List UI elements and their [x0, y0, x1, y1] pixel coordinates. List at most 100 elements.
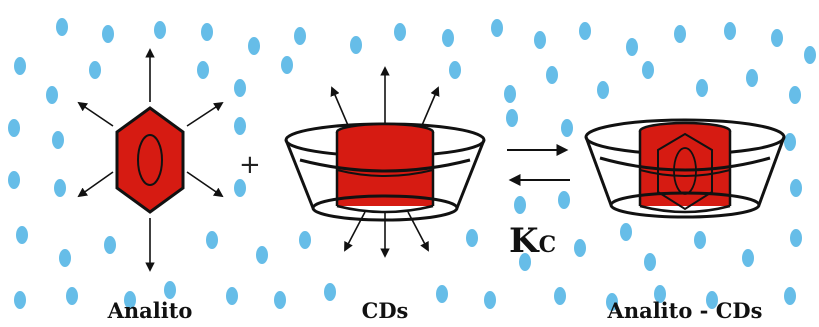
water-molecule-dot: [506, 109, 518, 127]
cyclodextrin-host: [284, 66, 486, 258]
host-front-rim: [299, 158, 471, 173]
water-molecule-dot: [784, 133, 796, 151]
water-molecule-dot: [201, 23, 213, 41]
arrow-upper-left: [77, 101, 114, 127]
arrow-lower-right: [186, 171, 224, 198]
water-molecule-dot: [104, 236, 116, 254]
water-molecule-dot: [281, 56, 293, 74]
plus-sign: +: [239, 150, 261, 180]
water-molecule-dot: [274, 291, 286, 309]
water-molecule-dot: [597, 81, 609, 99]
water-molecule-dot: [504, 85, 516, 103]
water-molecule-dot: [256, 246, 268, 264]
water-molecule-dot: [574, 239, 586, 257]
analyte-label: Analito: [107, 298, 193, 323]
arrow-upper-right: [186, 101, 224, 127]
water-molecule-dot: [771, 29, 783, 47]
water-molecule-dot: [558, 191, 570, 209]
complex-left-wall: [584, 136, 613, 206]
water-molecule-dot: [742, 249, 754, 267]
water-molecule-dot: [324, 283, 336, 301]
water-molecule-dot: [790, 179, 802, 197]
water-molecule-dot: [514, 196, 526, 214]
water-molecule-dot: [197, 61, 209, 79]
water-molecule-dot: [789, 86, 801, 104]
host-label: CDs: [361, 298, 409, 323]
equilibrium-constant-main: K: [509, 221, 539, 261]
water-molecule-dot: [534, 31, 546, 49]
water-molecule-dot: [642, 61, 654, 79]
host-cavity-mid: [336, 169, 434, 177]
water-molecule-dot: [519, 253, 531, 271]
water-molecule-dot: [394, 23, 406, 41]
water-molecule-dot: [706, 291, 718, 309]
water-molecule-dot: [206, 231, 218, 249]
water-molecule-dot: [696, 79, 708, 97]
water-molecule-dot: [46, 86, 58, 104]
water-molecule-dot: [674, 25, 686, 43]
inclusion-complex: [584, 118, 786, 219]
analyte-ring: [137, 134, 163, 186]
water-molecule-dot: [8, 171, 20, 189]
host-arrow-up-right: [419, 86, 440, 131]
equilibrium-arrows-icon: [507, 144, 570, 186]
water-molecule-dot: [54, 179, 66, 197]
complex-bottom-rim: [609, 191, 761, 219]
water-molecule-dot: [52, 131, 64, 149]
analyte-hexagon: [115, 106, 185, 214]
water-molecule-dot: [164, 281, 176, 299]
water-molecule-dot: [654, 285, 666, 303]
host-cavity-bottom: [336, 204, 434, 214]
water-molecule-dot: [784, 287, 796, 305]
water-molecule-dot: [234, 179, 246, 197]
water-molecule-dot: [491, 19, 503, 37]
water-molecule-dot: [694, 231, 706, 249]
water-molecule-dot: [59, 249, 71, 267]
complex-cavity-mid: [639, 169, 731, 177]
water-molecule-dot: [620, 223, 632, 241]
water-molecule-dot: [234, 79, 246, 97]
equilibrium-constant: KC: [509, 224, 556, 258]
water-molecule-dot: [16, 226, 28, 244]
water-molecule-dot: [14, 291, 26, 309]
complex-guest-hexagon: [657, 132, 713, 211]
water-molecule-dot: [8, 119, 20, 137]
water-molecule-dot: [606, 293, 618, 311]
analyte-molecule: [77, 48, 224, 272]
water-molecule-dot: [154, 21, 166, 39]
arrow-lower-left: [77, 171, 114, 198]
water-molecule-dot: [554, 287, 566, 305]
water-molecule-dot: [466, 229, 478, 247]
complex-cavity-bottom: [639, 204, 731, 214]
water-molecule-dot: [294, 27, 306, 45]
water-molecule-dot: [724, 22, 736, 40]
host-arrow-up-left: [330, 86, 351, 131]
complex-label: Analito - CDs: [607, 298, 763, 323]
water-molecule-dot: [804, 46, 816, 64]
water-molecule-dot: [449, 61, 461, 79]
water-molecule-dot: [56, 18, 68, 36]
water-molecule-dot: [436, 285, 448, 303]
water-molecule-dot: [102, 25, 114, 43]
analyte-arrows: [77, 48, 224, 272]
equilibrium-constant-subscript: C: [538, 232, 557, 258]
water-molecule-dot: [561, 119, 573, 137]
water-molecule-dot: [746, 69, 758, 87]
water-molecule-dot: [442, 29, 454, 47]
water-molecule-dot: [14, 57, 26, 75]
water-molecule-dot: [579, 22, 591, 40]
water-molecule-dot: [234, 117, 246, 135]
water-molecule-dot: [248, 37, 260, 55]
water-molecule-dot: [299, 231, 311, 249]
water-molecule-dot: [66, 287, 78, 305]
complex-right-wall: [757, 136, 786, 206]
water-molecule-dot: [790, 229, 802, 247]
water-molecule-dot: [124, 291, 136, 309]
host-left-wall: [284, 139, 315, 209]
host-right-wall: [455, 139, 486, 209]
water-molecule-dot: [226, 287, 238, 305]
water-molecules: [8, 18, 816, 311]
water-molecule-dot: [546, 66, 558, 84]
water-molecule-dot: [89, 61, 101, 79]
